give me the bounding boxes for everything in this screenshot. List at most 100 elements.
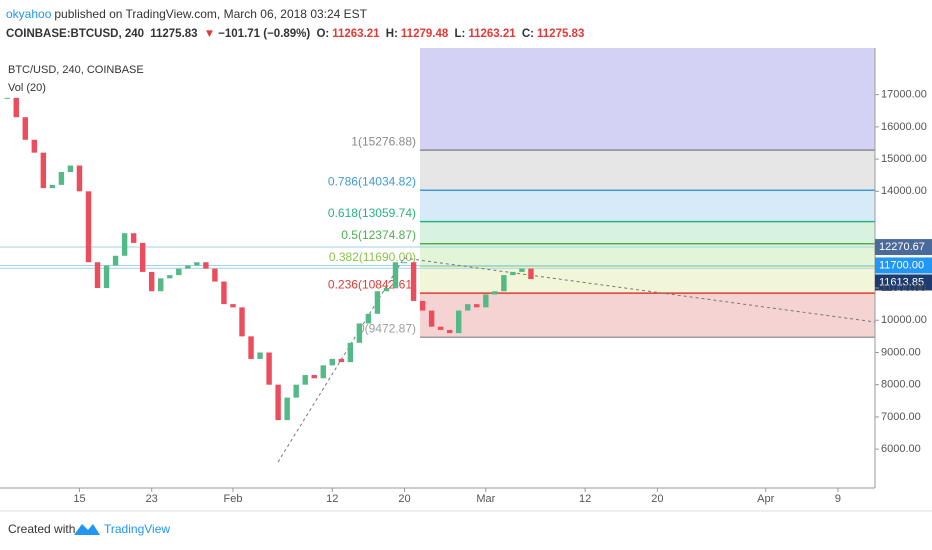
y-tick-label: 16000.00 [881, 121, 927, 133]
footer-created: Created with [8, 522, 75, 536]
x-tick-label: 20 [651, 493, 663, 505]
x-tick-label: 20 [398, 493, 410, 505]
candle [22, 117, 28, 140]
candle [230, 304, 236, 308]
low: 11263.21 [468, 28, 516, 40]
author[interactable]: okyahoo [6, 7, 52, 21]
candle [221, 281, 227, 305]
candle [67, 165, 74, 172]
fib-label: 0.382(11690.00) [329, 250, 416, 264]
fib-band [420, 48, 875, 151]
candle [528, 268, 534, 280]
high: 11279.48 [400, 28, 449, 40]
y-tick-label: 10000.00 [881, 314, 927, 326]
last: 11275.83 [150, 28, 198, 40]
x-tick-label: 15 [73, 493, 85, 505]
fib-label: 0.5(12374.87) [341, 228, 416, 242]
candle [239, 307, 245, 337]
price-box-label: 12270.67 [879, 241, 925, 253]
y-tick-label: 7000.00 [881, 411, 921, 423]
price-box [875, 274, 932, 291]
candle [212, 268, 218, 282]
change: −101.71 (−0.89%) [218, 28, 311, 40]
y-tick-label: 15000.00 [881, 153, 927, 165]
candle [437, 326, 444, 330]
x-tick-label: 23 [146, 493, 158, 505]
candle [103, 265, 110, 289]
c-label: C: [521, 28, 535, 40]
published: published on TradingView.com, March 06, … [54, 7, 368, 21]
y-tick-label: 14000.00 [881, 185, 927, 197]
x-tick-label: 9 [835, 493, 841, 505]
candle [167, 275, 173, 279]
fib-label: 1(15276.88) [351, 134, 416, 148]
fib-label: 0.236(10842.61) [328, 277, 416, 291]
candle [85, 191, 92, 263]
header: okyahoo published on TradingView.com, Mar… [6, 4, 587, 44]
footer-brand[interactable]: TradingView [104, 522, 170, 536]
fib-band [420, 221, 875, 244]
fib-label: 0(9472.87) [358, 321, 416, 335]
candle [248, 336, 254, 359]
price-box-label: 11700.00 [879, 259, 924, 271]
candle [419, 300, 426, 311]
logo [74, 524, 100, 535]
candle [185, 265, 191, 269]
indicator-legend: Vol (20) [8, 82, 46, 94]
candle [329, 358, 336, 366]
y-tick-label: 11000.00 [881, 282, 926, 294]
arrow: ▼ [203, 28, 216, 40]
candle [483, 294, 489, 308]
open: 11263.21 [332, 28, 380, 40]
candle [501, 275, 507, 292]
y-tick-label: 6000.00 [881, 443, 921, 455]
candle [465, 304, 471, 311]
candle [456, 310, 462, 334]
candle [383, 288, 390, 292]
x-tick-label: 12 [326, 493, 338, 505]
candle [203, 262, 209, 269]
y-tick-label: 17000.00 [881, 89, 927, 101]
candle [410, 262, 417, 301]
publish-line: okyahoo published on TradingView.com, Mar… [6, 4, 587, 24]
candle [158, 278, 164, 292]
candle [320, 365, 326, 379]
candle [13, 97, 19, 118]
y-tick-label: 8000.00 [881, 379, 921, 391]
fib-band [420, 293, 875, 338]
symbol: COINBASE:BTCUSD, 240 [6, 28, 145, 40]
fib-label: 0.786(14034.82) [328, 174, 416, 188]
fib-band [420, 190, 875, 222]
trend-line [277, 257, 876, 463]
fib-band [420, 150, 875, 191]
candle [302, 375, 308, 385]
candle [401, 262, 408, 264]
price-box [875, 257, 932, 274]
candle [356, 323, 363, 343]
background [0, 48, 875, 338]
candle [284, 397, 290, 421]
candle [76, 165, 83, 192]
candle [58, 171, 65, 185]
candle [365, 313, 372, 324]
candle [347, 342, 354, 363]
o-label: O: [316, 28, 330, 40]
candle [139, 242, 146, 272]
x-tick-label: 12 [579, 493, 591, 505]
candle [519, 268, 525, 272]
fib-band [420, 243, 875, 266]
candle [121, 233, 128, 256]
candle [293, 384, 299, 398]
candle [49, 184, 56, 189]
x-tick-label: Mar [476, 493, 495, 505]
candle [266, 352, 272, 385]
fib-label: 0.618(13059.74) [328, 206, 416, 220]
candle [257, 352, 263, 359]
l-label: L: [454, 28, 466, 40]
quote-line: COINBASE:BTCUSD, 240 11275.83 ▼ −101.71 (… [6, 24, 587, 44]
candle [510, 271, 516, 276]
candle [31, 139, 38, 153]
price-box [875, 239, 932, 256]
